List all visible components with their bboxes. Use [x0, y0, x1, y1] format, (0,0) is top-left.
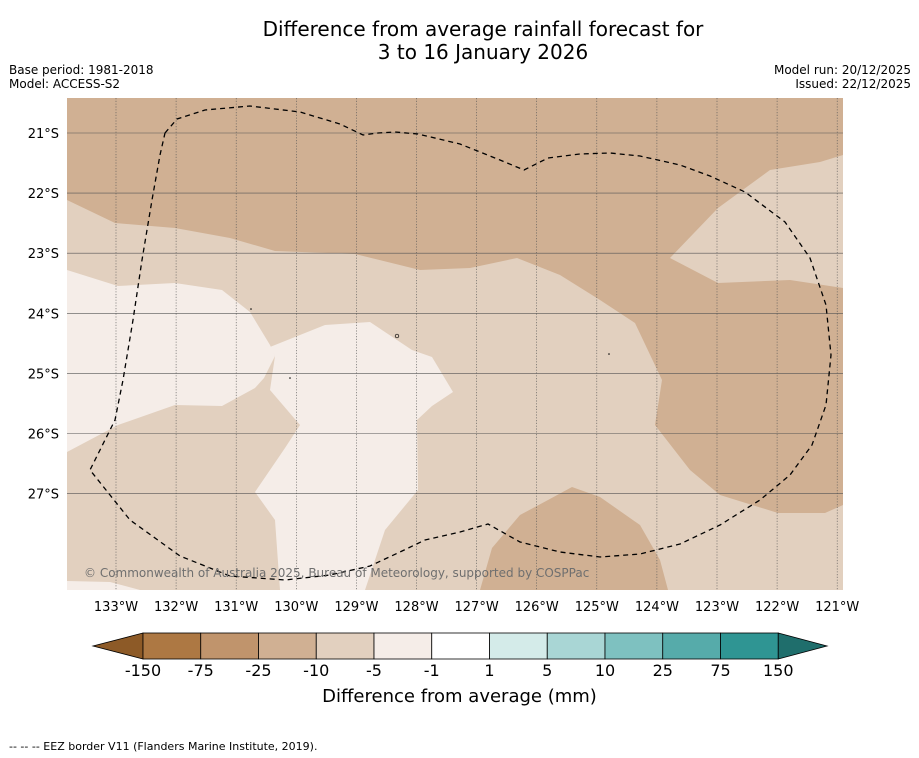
colorbar-tick-label: 1	[484, 661, 494, 680]
colorbar-tick-label: 25	[653, 661, 673, 680]
lon-label: 126°W	[515, 600, 559, 615]
footer-note: -- -- -- EEZ border V11 (Flanders Marine…	[9, 740, 318, 753]
rainfall-band-minus10-minus5-east	[670, 155, 843, 288]
colorbar-extend-high	[777, 632, 829, 660]
colorbar-segment	[431, 632, 490, 660]
lon-label: 124°W	[635, 600, 679, 615]
colorbar-tick-label: -1	[424, 661, 440, 680]
map-area: © Commonwealth of Australia 2025, Bureau…	[67, 98, 843, 590]
rainfall-band-minus5-minus1-west	[67, 270, 275, 452]
lon-label: 121°W	[815, 600, 859, 615]
colorbar-tick-label: 10	[595, 661, 615, 680]
lat-label: 27°S	[28, 488, 59, 503]
rainfall-band-minus5-minus1-central	[255, 322, 453, 590]
colorbar-segment	[546, 632, 606, 660]
colorbar-tick-label: -25	[245, 661, 271, 680]
colorbar-label: Difference from average (mm)	[322, 686, 597, 707]
small-islands	[250, 308, 610, 379]
colorbar: -150 -75 -25 -10 -5 -1 1 5 10 25 75 150	[91, 632, 829, 680]
rainfall-band-minus5-minus1-corner	[67, 581, 140, 590]
title-line-2: 3 to 16 January 2026	[377, 40, 589, 64]
longitude-labels: 133°W 132°W 131°W 130°W 129°W 128°W 127°W 126°W…	[94, 600, 860, 615]
colorbar-tick-label: -150	[125, 661, 161, 680]
colorbar-segment	[373, 632, 433, 660]
colorbar-tick-label: 150	[763, 661, 794, 680]
title-line-1: Difference from average rainfall forecas…	[262, 17, 704, 41]
colorbar-segment	[489, 632, 548, 660]
colorbar-tick-label: 75	[710, 661, 730, 680]
colorbar-segment	[662, 632, 721, 660]
longitude-gridlines	[115, 98, 838, 590]
colorbar-segment	[720, 632, 779, 660]
colorbar-tick-label: -75	[188, 661, 214, 680]
colorbar-segment	[258, 632, 317, 660]
model-run: Model run: 20/12/2025	[773, 63, 911, 77]
lat-label: 26°S	[28, 428, 59, 443]
issued-date: Issued: 22/12/2025	[795, 77, 911, 91]
latitude-gridlines	[67, 132, 843, 494]
lat-label: 25°S	[28, 367, 59, 382]
lon-label: 129°W	[334, 600, 378, 615]
colorbar-segment	[315, 632, 375, 660]
lat-label: 21°S	[28, 127, 59, 142]
meta-left: Base period: 1981-2018 Model: ACCESS-S2	[9, 63, 154, 91]
colorbar-segment	[200, 632, 259, 660]
lon-label: 130°W	[274, 600, 318, 615]
colorbar-segment	[604, 632, 664, 660]
model-name: Model: ACCESS-S2	[9, 77, 121, 91]
base-period: Base period: 1981-2018	[9, 63, 154, 77]
meta-right: Model run: 20/12/2025 Issued: 22/12/2025	[774, 63, 911, 91]
colorbar-tick-label: -10	[303, 661, 329, 680]
lon-label: 123°W	[695, 600, 739, 615]
lon-label: 127°W	[455, 600, 499, 615]
latitude-labels: 21°S 22°S 23°S 24°S 25°S 26°S 27°S	[28, 127, 59, 503]
lon-label: 132°W	[154, 600, 198, 615]
chart-title: Difference from average rainfall forecas…	[0, 18, 919, 64]
lon-label: 133°W	[94, 600, 138, 615]
lat-label: 22°S	[28, 187, 59, 202]
copyright-notice: © Commonwealth of Australia 2025, Bureau…	[84, 566, 589, 580]
lon-label: 128°W	[394, 600, 438, 615]
colorbar-tick-label: -5	[366, 661, 382, 680]
lat-label: 24°S	[28, 307, 59, 322]
lon-label: 122°W	[755, 600, 799, 615]
colorbar-extend-low	[91, 632, 144, 660]
colorbar-segment	[142, 632, 202, 660]
lon-label: 131°W	[214, 600, 258, 615]
lon-label: 125°W	[575, 600, 619, 615]
colorbar-tick-label: 5	[542, 661, 552, 680]
lat-label: 23°S	[28, 247, 59, 262]
eez-border	[89, 105, 832, 581]
